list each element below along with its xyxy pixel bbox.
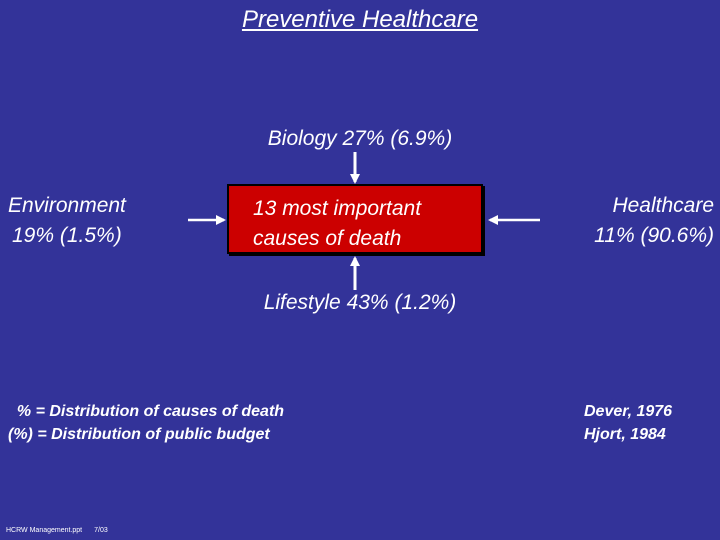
- title-text: Preventive Healthcare: [241, 6, 479, 33]
- reference-2: Hjort, 1984: [584, 426, 666, 443]
- legend-line-2: (%) = Distribution of public budget: [8, 426, 270, 443]
- healthcare-factor: Healthcare 11% (90.6%): [594, 191, 714, 251]
- lifestyle-factor: Lifestyle 43% (1.2%): [263, 291, 457, 314]
- healthcare-label: Healthcare: [612, 194, 714, 217]
- causes-of-death-box: 13 most important causes of death: [227, 184, 483, 254]
- legend-line-1: % = Distribution of causes of death: [8, 403, 285, 420]
- center-line-1: 13 most important: [253, 197, 422, 220]
- references: Dever, 1976 Hjort, 1984: [584, 400, 672, 446]
- reference-1: Dever, 1976: [584, 403, 673, 420]
- slide-title: Preventive Healthcare: [0, 6, 720, 34]
- biology-factor: Biology 27% (6.9%): [267, 127, 453, 150]
- environment-label: Environment: [8, 194, 126, 217]
- environment-factor: Environment 19% (1.5%): [8, 191, 126, 251]
- causes-of-death-text: 13 most important causes of death: [253, 194, 421, 254]
- legend: % = Distribution of causes of death (%) …: [8, 400, 284, 446]
- center-line-2: causes of death: [253, 227, 402, 250]
- footer: HCRW Management.ppt 7/03: [6, 527, 108, 534]
- footer-file: HCRW Management.ppt: [6, 527, 83, 534]
- footer-date: 7/03: [94, 527, 108, 534]
- healthcare-values: 11% (90.6%): [594, 224, 714, 247]
- environment-values: 19% (1.5%): [12, 224, 122, 247]
